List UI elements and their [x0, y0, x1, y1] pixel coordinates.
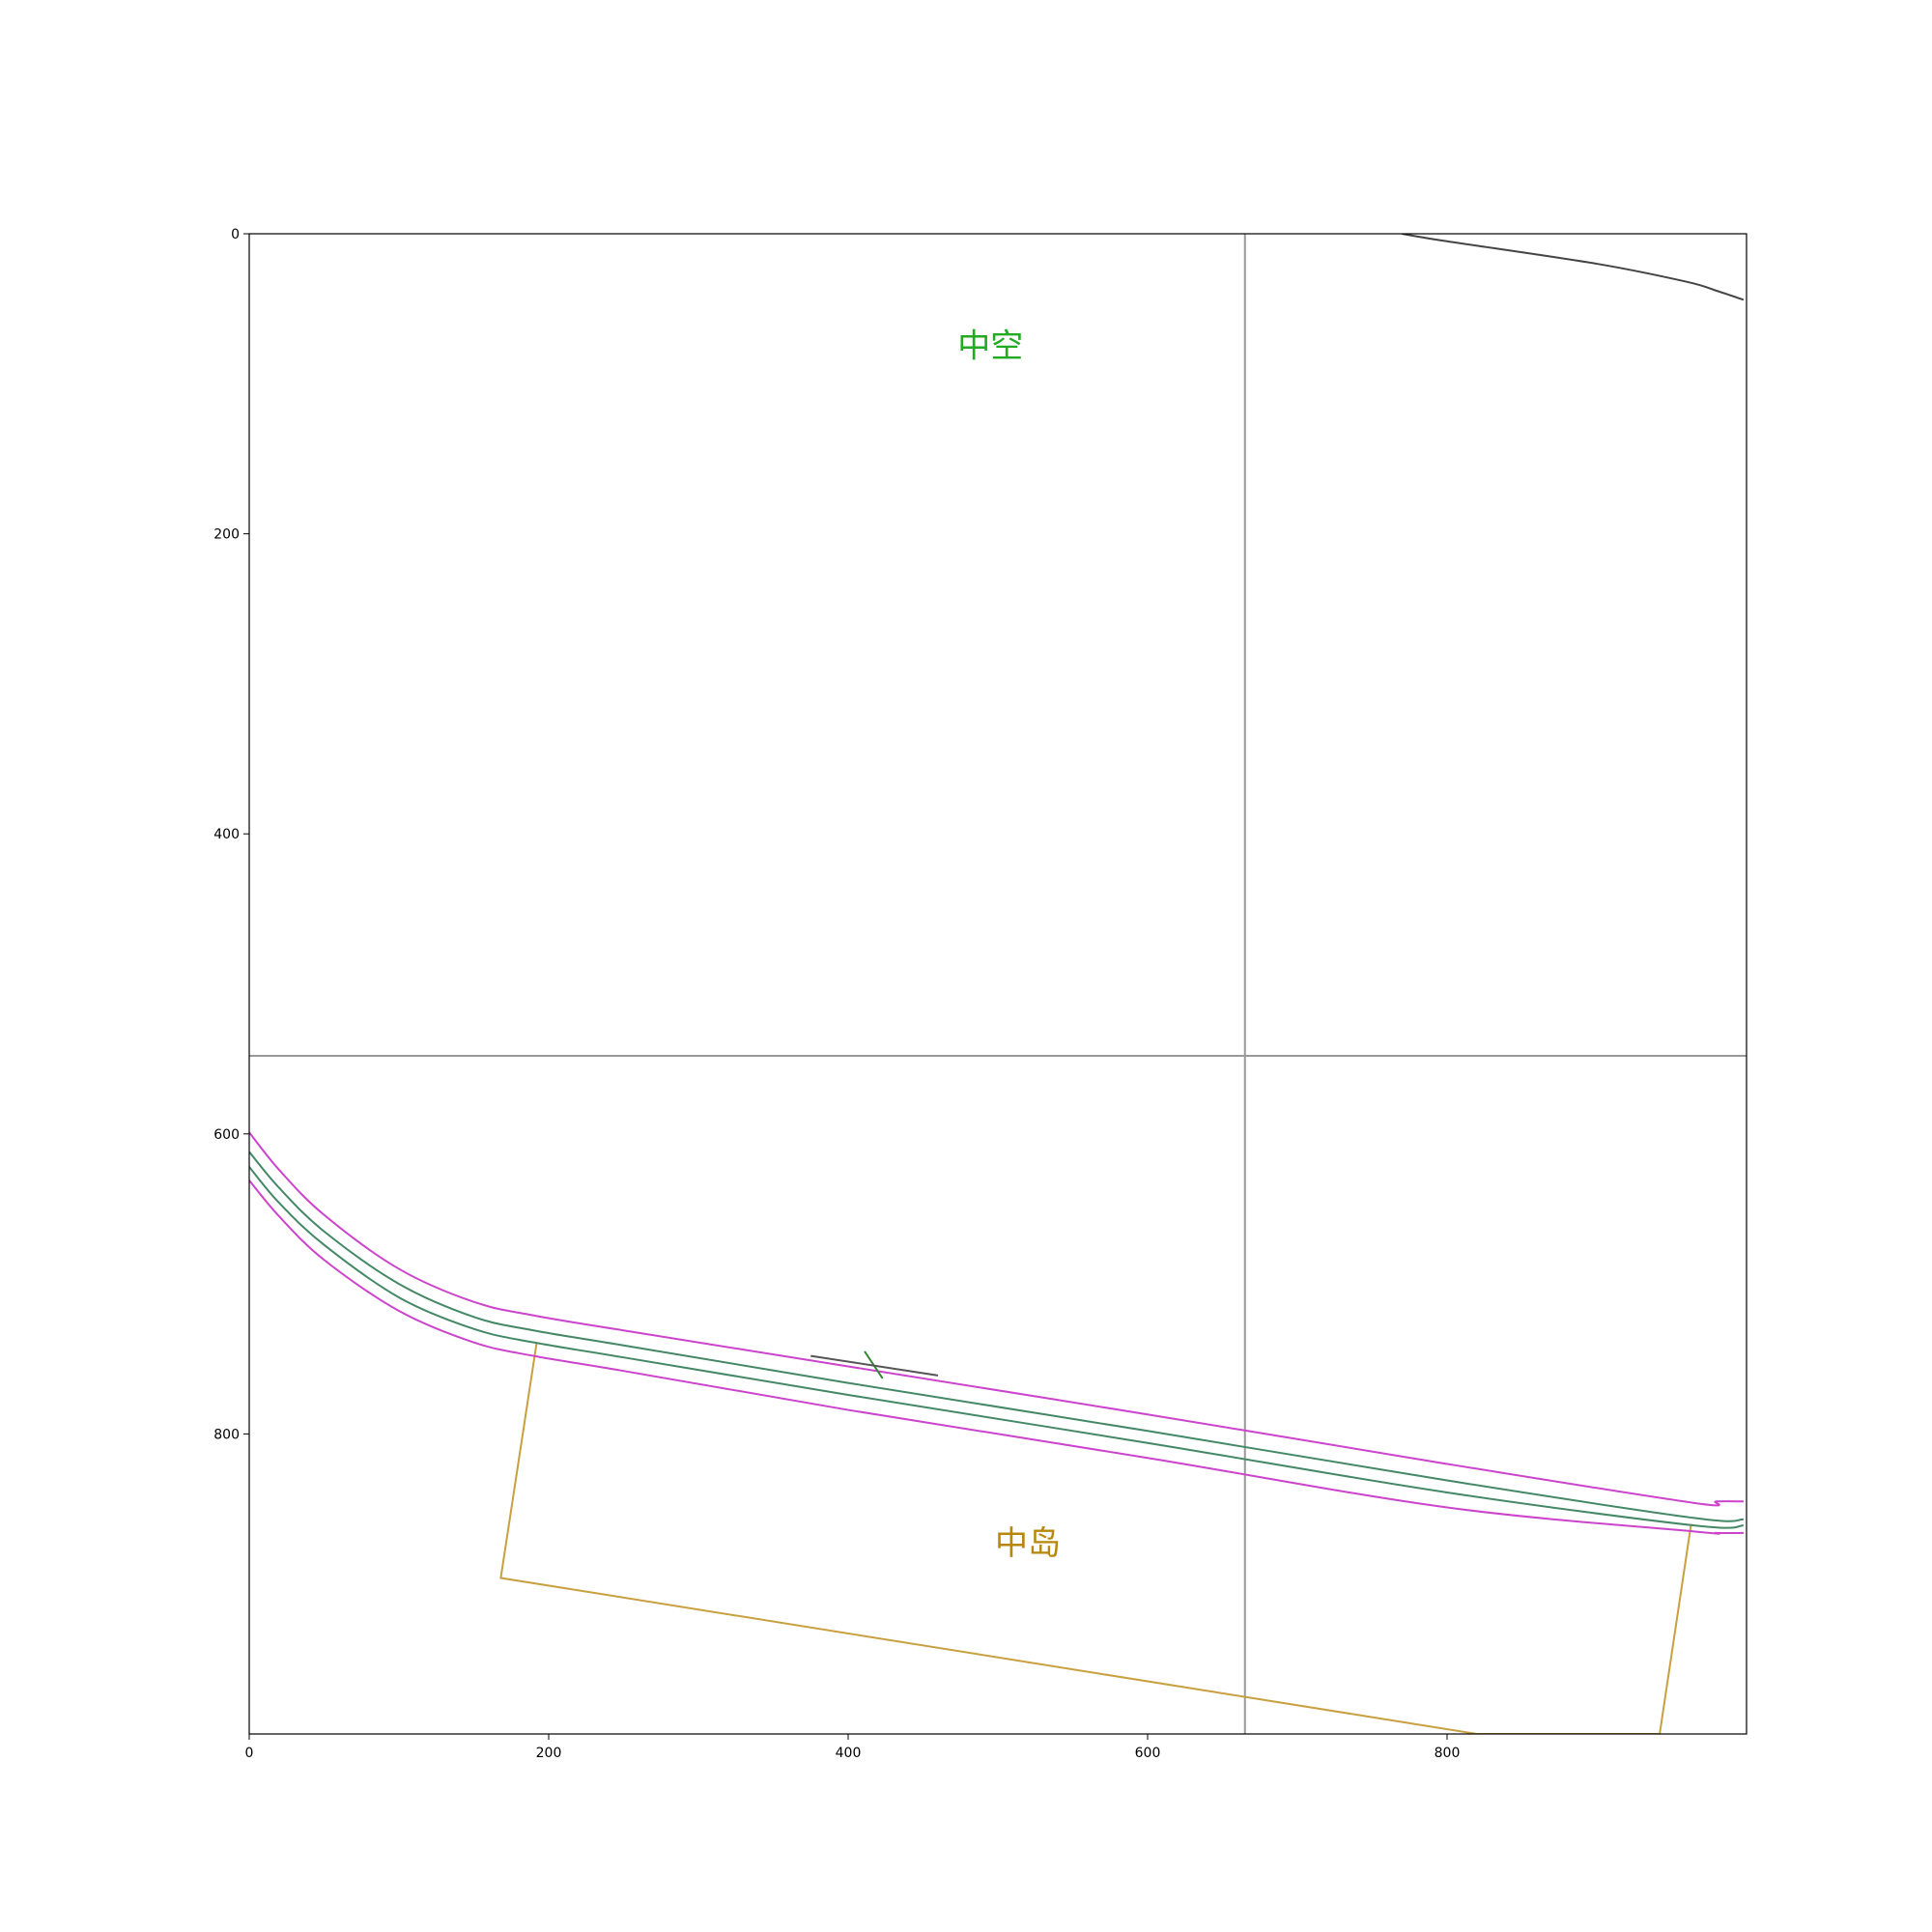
region-label-0: 中空 — [957, 327, 1023, 366]
x-tick-label: 600 — [1135, 1746, 1161, 1761]
lane-outer-top — [249, 1131, 1744, 1507]
y-tick-label: 0 — [231, 227, 240, 242]
plot-content — [249, 234, 1747, 1734]
x-tick-label: 800 — [1435, 1746, 1461, 1761]
y-axis: 0 200 400 600 800 — [213, 227, 249, 1442]
lane-inner-top — [249, 1151, 1744, 1522]
y-tick-label: 800 — [213, 1427, 240, 1442]
y-tick-label: 400 — [213, 827, 240, 842]
reference-lines — [249, 234, 1747, 1734]
x-tick-label: 400 — [836, 1746, 862, 1761]
marker-line — [810, 1354, 939, 1377]
boundary-top-right — [1402, 234, 1745, 301]
polygon-layer — [499, 1342, 1692, 1734]
x-axis: 0 200 400 600 800 — [245, 1734, 1461, 1761]
x-tick-label: 0 — [245, 1746, 254, 1761]
lane-inner-bottom — [249, 1166, 1744, 1529]
plot-frame — [248, 233, 1747, 1735]
y-tick-label: 200 — [213, 527, 240, 543]
plot-background — [249, 234, 1747, 1734]
series-layer — [249, 234, 1745, 1535]
island-box — [499, 1342, 1692, 1734]
region-label-1: 中岛 — [995, 1524, 1061, 1563]
lane-outer-bottom — [249, 1179, 1744, 1535]
y-tick-label: 600 — [213, 1127, 240, 1143]
x-tick-label: 200 — [536, 1746, 562, 1761]
